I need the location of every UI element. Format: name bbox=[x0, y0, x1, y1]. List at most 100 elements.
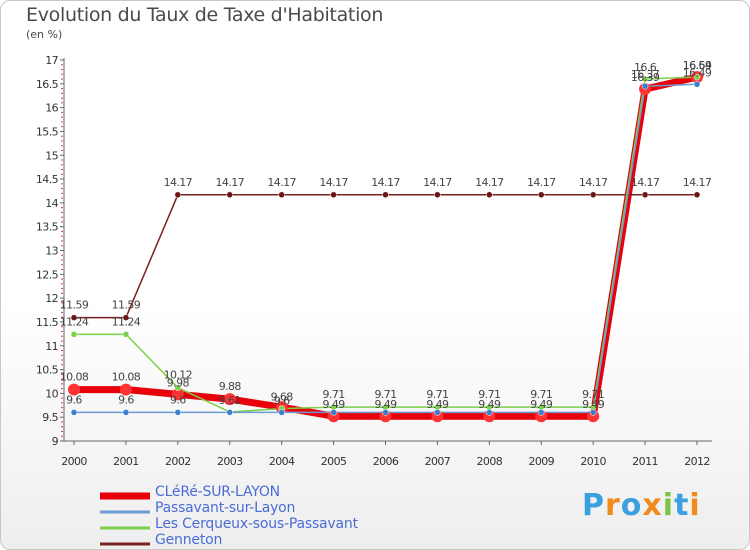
series-line bbox=[73, 194, 698, 319]
data-point bbox=[174, 191, 182, 199]
data-point bbox=[641, 82, 649, 90]
y-tick-label: 14.5 bbox=[36, 173, 59, 186]
data-label: 9.6 bbox=[66, 393, 82, 406]
y-tick-label: 17 bbox=[45, 54, 58, 67]
data-label: 9.71 bbox=[323, 388, 345, 401]
data-label: 10.12 bbox=[164, 369, 193, 382]
data-label: 14.17 bbox=[631, 176, 660, 189]
data-point bbox=[174, 384, 182, 391]
data-point bbox=[330, 409, 337, 416]
x-tick-label: 2012 bbox=[684, 455, 710, 468]
y-tick-label: 13 bbox=[45, 245, 58, 258]
data-point bbox=[226, 409, 233, 416]
data-point bbox=[70, 331, 78, 338]
data-point bbox=[226, 191, 233, 199]
legend-label-clere: CLéRé-SUR-LAYON bbox=[155, 484, 280, 500]
data-label: 11.59 bbox=[60, 299, 89, 312]
data-label: 9.71 bbox=[582, 388, 604, 401]
data-point bbox=[122, 409, 130, 416]
data-label: 16.39 bbox=[631, 71, 660, 84]
data-label: 9.49 bbox=[323, 398, 346, 411]
data-point bbox=[693, 191, 701, 199]
y-tick-label: 10 bbox=[45, 387, 58, 400]
x-tick-label: 2001 bbox=[113, 455, 139, 468]
x-tick-label: 2005 bbox=[321, 455, 347, 468]
series-line bbox=[70, 73, 701, 420]
x-tick-label: 2006 bbox=[373, 455, 399, 468]
x-tick-label: 2007 bbox=[425, 455, 451, 468]
legend-label-cerqueux: Les Cerqueux-sous-Passavant bbox=[155, 516, 358, 532]
data-label: 9.88 bbox=[219, 380, 242, 393]
data-label: 10.08 bbox=[112, 371, 141, 384]
legend-label-passavant: Passavant-sur-Layon bbox=[155, 500, 296, 516]
data-label: 14.17 bbox=[319, 176, 348, 189]
data-label: 9.49 bbox=[530, 398, 553, 411]
data-label: 9.71 bbox=[478, 388, 500, 401]
chart-subtitle: (en %) bbox=[26, 28, 63, 41]
y-tick-label: 11.5 bbox=[36, 316, 59, 329]
y-tick-label: 11 bbox=[45, 340, 58, 353]
data-point bbox=[382, 191, 389, 199]
data-label: 9.49 bbox=[478, 398, 501, 411]
data-label: 11.59 bbox=[112, 299, 141, 312]
data-point bbox=[278, 191, 285, 199]
data-label: 9.6 bbox=[118, 393, 134, 406]
x-tick-label: 2010 bbox=[580, 455, 606, 468]
y-tick-label: 12.5 bbox=[36, 268, 59, 281]
proxiti-logo: Proxiti bbox=[582, 488, 701, 523]
data-label: 9.68 bbox=[271, 391, 294, 404]
data-label: 14.17 bbox=[527, 176, 556, 189]
data-label: 16.6 bbox=[634, 61, 657, 74]
data-point bbox=[382, 409, 389, 416]
x-tick-label: 2003 bbox=[217, 455, 243, 468]
data-label: 9.71 bbox=[426, 388, 448, 401]
data-point bbox=[330, 191, 337, 199]
x-tick-label: 2008 bbox=[477, 455, 503, 468]
x-tick-label: 2009 bbox=[528, 455, 554, 468]
chart-title: Evolution du Taux de Taxe d'Habitation bbox=[26, 4, 384, 26]
data-label: 11.24 bbox=[112, 315, 141, 328]
data-point bbox=[68, 383, 80, 396]
y-tick-label: 13.5 bbox=[36, 221, 59, 234]
data-label: 9.49 bbox=[426, 398, 449, 411]
data-label: 14.17 bbox=[475, 176, 504, 189]
data-label: 16.64 bbox=[683, 59, 712, 72]
data-label: 9.71 bbox=[530, 388, 552, 401]
data-label: 9.6 bbox=[274, 394, 290, 407]
y-tick-label: 9 bbox=[52, 435, 59, 448]
data-point bbox=[641, 191, 649, 199]
data-point bbox=[174, 409, 182, 416]
data-label: 14.17 bbox=[267, 176, 296, 189]
data-label: 9.61 bbox=[219, 394, 241, 407]
y-tick-label: 9.5 bbox=[42, 411, 58, 424]
data-point bbox=[486, 409, 493, 416]
data-point bbox=[171, 388, 184, 401]
data-label: 9.49 bbox=[374, 398, 397, 411]
data-label: 14.17 bbox=[164, 176, 193, 189]
y-tick-label: 14 bbox=[45, 197, 58, 210]
data-point bbox=[641, 75, 649, 83]
data-label: 14.17 bbox=[683, 176, 712, 189]
y-tick-label: 15.5 bbox=[36, 125, 59, 138]
data-point bbox=[589, 191, 597, 199]
data-label: 9.71 bbox=[374, 388, 396, 401]
data-point bbox=[434, 191, 441, 199]
x-tick-label: 2000 bbox=[61, 455, 87, 468]
data-point bbox=[119, 383, 132, 396]
data-label: 14.17 bbox=[216, 176, 245, 189]
data-point bbox=[538, 409, 545, 416]
data-point bbox=[538, 191, 545, 199]
data-point bbox=[223, 393, 236, 406]
y-tick-label: 15 bbox=[45, 149, 58, 162]
data-label: 14.17 bbox=[423, 176, 452, 189]
data-point bbox=[70, 314, 78, 321]
y-tick-label: 10.5 bbox=[36, 364, 59, 377]
data-point bbox=[434, 409, 441, 416]
data-label: 14.17 bbox=[371, 176, 400, 189]
data-label: 16.37 bbox=[631, 68, 660, 81]
data-label: 9.6 bbox=[170, 393, 186, 406]
data-label: 16.59 bbox=[683, 59, 712, 72]
legend-label-genneton: Genneton bbox=[155, 532, 223, 548]
